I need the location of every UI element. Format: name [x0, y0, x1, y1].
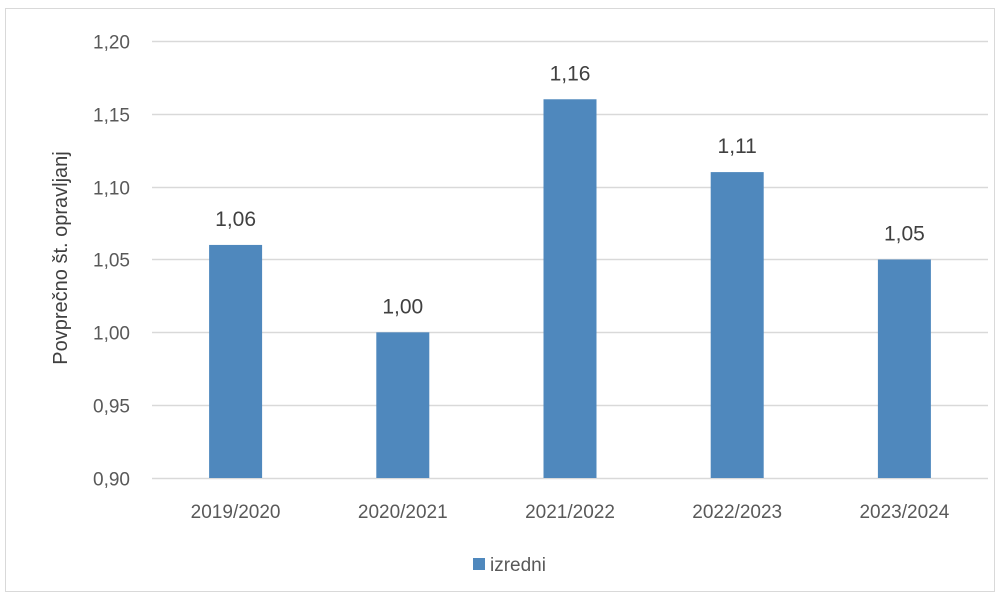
data-label: 1,00	[382, 295, 423, 318]
bar	[543, 99, 597, 479]
x-tick-label: 2021/2022	[525, 502, 615, 523]
y-tick-label: 0,90	[93, 470, 130, 491]
bar	[877, 259, 931, 478]
y-tick-label: 1,00	[93, 324, 130, 345]
bars	[209, 99, 931, 479]
y-tick-label: 1,05	[93, 251, 130, 272]
data-label: 1,11	[718, 135, 757, 158]
y-tick-label: 1,15	[93, 106, 130, 127]
chart-area	[5, 8, 995, 592]
legend-label: izredni	[490, 555, 546, 576]
legend-swatch	[473, 558, 485, 570]
y-axis-ticks: 0,90 0,95 1,00 1,05 1,10 1,15 1,20	[93, 33, 130, 491]
bar	[209, 244, 263, 478]
data-label: 1,16	[550, 62, 591, 85]
y-axis-title: Povprečno št. opravljanj	[50, 151, 72, 364]
y-tick-label: 1,10	[93, 179, 130, 200]
x-tick-label: 2020/2021	[358, 502, 448, 523]
y-tick-label: 0,95	[93, 397, 130, 418]
data-label: 1,06	[215, 208, 256, 231]
bar	[710, 172, 764, 478]
data-labels: 1,06 1,00 1,16 1,11 1,05	[215, 62, 925, 318]
data-label: 1,05	[884, 223, 925, 246]
x-tick-label: 2023/2024	[859, 502, 949, 523]
y-tick-label: 1,20	[93, 33, 130, 54]
bar	[376, 332, 430, 478]
x-tick-label: 2022/2023	[692, 502, 782, 523]
legend: izredni	[473, 555, 546, 576]
x-axis-ticks: 2019/2020 2020/2021 2021/2022 2022/2023 2023…	[191, 502, 950, 523]
x-tick-label: 2019/2020	[191, 502, 281, 523]
